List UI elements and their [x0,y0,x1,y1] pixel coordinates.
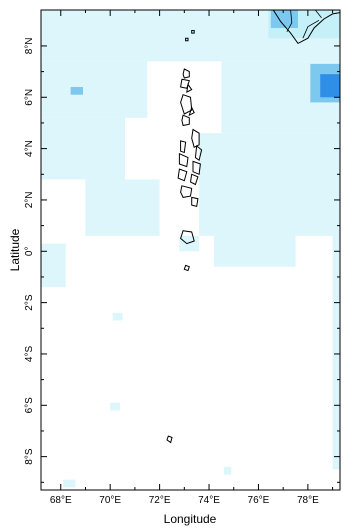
lat-tick-label-6: 4°S [24,346,35,363]
lat-tick-label-4: 0° [24,247,35,257]
island-outline-4 [188,106,195,117]
border-line-1 [302,19,320,39]
island-outline-10 [192,160,201,176]
lat-tick-label-7: 6°S [24,397,35,414]
lat-tick-label-0: 8°N [24,38,35,55]
lat-tick-label-1: 6°N [24,89,35,106]
data-patch-17 [223,466,232,475]
data-layer [41,10,340,488]
lat-tick-label-3: 2°N [24,192,35,209]
data-patch-14 [320,74,340,98]
data-patch-18 [63,479,76,488]
lat-tick-label-8: 8°S [24,448,35,465]
island-outline-2 [186,83,193,93]
island-outline-15 [180,230,195,245]
island-outline-3 [180,94,193,115]
x-axis-title: Longitude [164,512,217,526]
data-patch-1 [41,61,148,118]
data-patch-8 [179,235,200,252]
y-axis-title: Latitude [8,228,22,271]
data-patch-15 [110,402,121,411]
border-line-2 [314,10,322,18]
data-patch-3 [41,117,126,180]
island-outline-0 [182,68,190,79]
tick-layer: 68°E 70°E 72°E 74°E 76°E 78°E 8°N 6°N 4°N 2°N 0° 2°… [24,10,340,506]
island-outline-19 [191,30,195,34]
island-outline-13 [180,185,193,198]
lat-tick-label-5: 2°S [24,294,35,311]
plot-frame [40,9,341,491]
island-outline-17 [166,435,173,444]
lon-tick-label-5: 78°E [297,495,319,506]
island-outline-5 [181,114,190,127]
mainland-coastline [272,10,340,45]
data-patch-5 [85,179,160,236]
lon-tick-label-0: 68°E [50,495,72,506]
lon-tick-label-3: 74°E [198,495,220,506]
data-patch-16 [112,312,123,321]
island-outline-1 [180,78,190,89]
data-patch-10 [70,87,84,95]
island-outline-6 [191,128,200,149]
island-outline-9 [178,152,189,168]
island-outline-7 [194,145,203,162]
island-outline-16 [183,264,190,272]
lon-tick-label-4: 76°E [248,495,270,506]
island-outline-11 [177,168,188,182]
lon-tick-label-1: 70°E [99,495,121,506]
lon-tick-label-2: 72°E [149,495,171,506]
island-outline-8 [180,140,187,154]
data-patch-4 [199,133,340,236]
coastline-layer [166,10,340,444]
lat-tick-label-2: 4°N [24,140,35,157]
data-patch-6 [213,235,296,267]
island-outline-14 [191,196,199,208]
island-outline-18 [185,37,189,42]
data-patch-7 [41,243,66,288]
data-patch-9 [332,199,340,470]
border-line-0 [286,10,293,32]
island-outline-12 [189,173,199,186]
